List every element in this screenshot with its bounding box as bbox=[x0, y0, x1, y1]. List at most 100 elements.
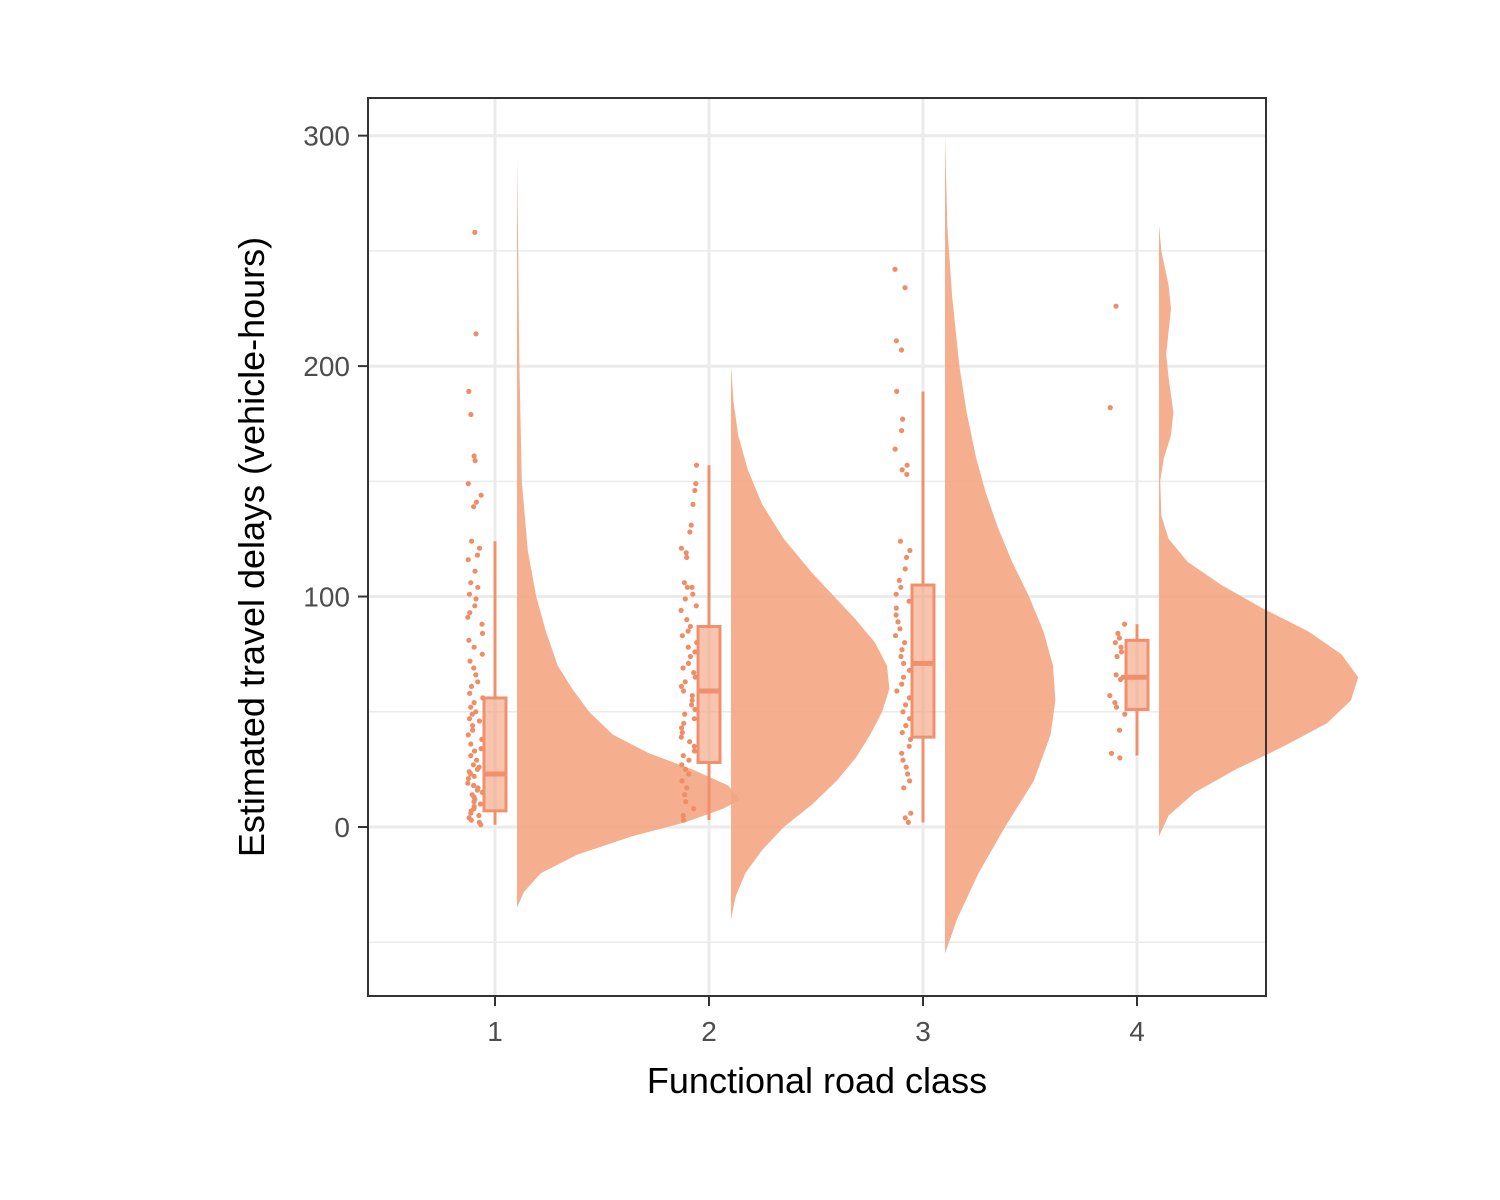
y-tick-label: 200 bbox=[303, 351, 350, 382]
data-point bbox=[474, 787, 480, 793]
data-point bbox=[1116, 727, 1123, 733]
data-point bbox=[470, 762, 476, 768]
data-point bbox=[689, 584, 695, 590]
data-point bbox=[684, 617, 690, 623]
data-point bbox=[468, 741, 474, 747]
data-point bbox=[899, 750, 905, 756]
data-point bbox=[475, 584, 481, 590]
data-point bbox=[1122, 621, 1128, 627]
y-tick-label: 100 bbox=[303, 582, 350, 613]
data-point bbox=[896, 577, 902, 584]
data-point bbox=[900, 416, 906, 422]
data-point bbox=[678, 607, 684, 614]
data-point bbox=[472, 458, 478, 464]
data-point bbox=[465, 776, 471, 782]
data-point bbox=[473, 499, 479, 505]
data-point bbox=[466, 716, 473, 722]
data-point bbox=[901, 785, 907, 791]
data-point bbox=[693, 462, 700, 468]
data-point bbox=[892, 446, 898, 452]
data-point bbox=[691, 743, 697, 749]
data-point bbox=[1113, 704, 1120, 710]
data-point bbox=[680, 688, 687, 694]
data-point bbox=[898, 584, 904, 590]
data-point bbox=[690, 501, 696, 507]
data-point bbox=[686, 757, 692, 763]
data-point bbox=[468, 704, 474, 710]
box-iqr bbox=[482, 696, 508, 813]
data-point bbox=[899, 647, 905, 653]
data-point bbox=[679, 633, 686, 639]
data-point bbox=[893, 605, 899, 611]
data-point bbox=[1118, 644, 1124, 650]
data-point bbox=[467, 690, 473, 696]
data-point bbox=[479, 651, 485, 657]
data-point bbox=[684, 584, 690, 590]
data-point bbox=[900, 709, 906, 715]
data-point bbox=[683, 550, 689, 556]
data-point bbox=[899, 681, 905, 687]
data-point bbox=[895, 619, 901, 625]
data-point bbox=[892, 266, 898, 272]
data-point bbox=[470, 727, 476, 733]
data-point bbox=[472, 603, 478, 609]
data-point bbox=[903, 702, 909, 708]
data-point bbox=[903, 764, 909, 770]
data-point bbox=[468, 753, 474, 759]
data-point bbox=[683, 799, 689, 805]
data-point bbox=[898, 653, 904, 660]
data-point bbox=[471, 782, 477, 789]
data-point bbox=[689, 693, 695, 699]
data-point bbox=[478, 822, 484, 828]
data-point bbox=[908, 810, 914, 816]
data-point bbox=[466, 637, 472, 643]
data-point bbox=[681, 580, 688, 586]
data-point bbox=[900, 674, 907, 680]
data-point bbox=[1118, 649, 1125, 655]
x-tick-label: 2 bbox=[701, 1016, 717, 1047]
data-point bbox=[904, 462, 910, 468]
data-point bbox=[684, 554, 690, 561]
data-point bbox=[684, 785, 690, 791]
data-point bbox=[479, 621, 485, 627]
data-point bbox=[680, 665, 686, 671]
data-point bbox=[682, 711, 688, 717]
data-point bbox=[687, 623, 694, 630]
data-point bbox=[472, 568, 478, 574]
data-point bbox=[893, 612, 899, 618]
boxplots bbox=[482, 391, 1150, 825]
data-point bbox=[682, 596, 688, 602]
panel-border bbox=[367, 97, 1267, 997]
data-point bbox=[466, 388, 472, 394]
data-point bbox=[473, 331, 479, 337]
data-point bbox=[473, 596, 479, 602]
density-cloud-2 bbox=[731, 366, 890, 920]
x-tick-label: 4 bbox=[1129, 1016, 1145, 1047]
data-point bbox=[479, 630, 486, 637]
data-point bbox=[471, 453, 477, 459]
data-point bbox=[679, 725, 685, 731]
data-point bbox=[468, 683, 475, 690]
x-tick-label: 3 bbox=[915, 1016, 931, 1047]
data-point bbox=[692, 706, 698, 713]
box-iqr bbox=[696, 625, 722, 764]
data-point bbox=[465, 557, 471, 563]
data-point bbox=[690, 591, 696, 597]
data-point bbox=[692, 487, 698, 494]
data-point bbox=[471, 504, 477, 510]
data-point bbox=[470, 723, 476, 729]
y-tick-label: 0 bbox=[334, 812, 350, 843]
data-point bbox=[903, 723, 909, 729]
data-point bbox=[687, 529, 693, 535]
density-cloud-1 bbox=[517, 158, 741, 908]
data-point bbox=[1117, 755, 1123, 761]
data-point bbox=[468, 810, 474, 816]
data-point bbox=[473, 672, 479, 678]
data-point bbox=[685, 628, 691, 634]
data-point bbox=[691, 670, 697, 676]
data-point bbox=[899, 467, 905, 473]
data-point bbox=[905, 819, 911, 826]
data-point bbox=[1116, 635, 1122, 641]
data-point bbox=[687, 653, 694, 660]
data-point bbox=[679, 778, 685, 784]
